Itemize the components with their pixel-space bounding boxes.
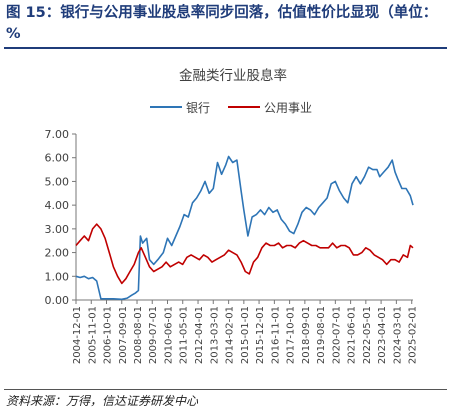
x-tick-label: 2017-10-01 — [286, 306, 297, 364]
series-line-bank — [75, 155, 414, 301]
figure-title: 图 15：银行与公用事业股息率同步回落，估值性价比显现（单位：% — [6, 5, 438, 42]
x-tick-label: 2025-02-01 — [408, 306, 419, 364]
x-tick-label: 2012-04-01 — [194, 306, 205, 364]
dividend-yield-chart: 金融类行业股息率 银行 公用事业 0.00 1.00 2.00 3.00 4.00 5.0… — [45, 67, 419, 364]
chart-title: 金融类行业股息率 — [179, 67, 287, 84]
x-tick-label: 2021-06-01 — [347, 306, 358, 364]
y-tick-label: 4.00 — [45, 199, 70, 212]
x-tick-label: 2004-12-01 — [72, 306, 83, 364]
x-tick-label: 2007-09-01 — [118, 306, 129, 364]
y-tick-label: 2.00 — [45, 247, 70, 260]
x-tick-label: 2011-05-01 — [179, 306, 190, 364]
legend-label-utility: 公用事业 — [264, 101, 312, 115]
y-tick-label: 7.00 — [45, 128, 70, 141]
x-tick-label: 2005-11-01 — [87, 306, 98, 364]
x-tick-label: 2023-04-01 — [377, 306, 388, 364]
y-tick-label: 0.00 — [45, 294, 70, 307]
x-tick-label: 2006-10-01 — [102, 306, 113, 364]
y-tick-label: 5.00 — [45, 175, 70, 188]
x-tick-label: 2016-11-01 — [270, 306, 281, 364]
x-tick-label: 2024-03-01 — [392, 306, 403, 364]
x-tick-label: 2020-07-01 — [331, 306, 342, 364]
x-tick-label: 2015-01-01 — [240, 306, 251, 364]
legend-label-bank: 银行 — [186, 101, 210, 115]
x-tick-label: 2014-02-01 — [225, 306, 236, 364]
source-note: 资料来源：万得，信达证券研发中心 — [6, 394, 199, 408]
series-line-utility — [75, 223, 414, 285]
chart-legend: 银行 公用事业 — [150, 101, 312, 115]
x-tick-label: 2010-06-01 — [164, 306, 175, 364]
title-divider — [4, 47, 447, 49]
series-lines — [75, 155, 414, 301]
x-tick-labels: 2004-12-01 2005-11-01 2006-10-01 2007-09-01… — [72, 300, 419, 364]
y-tick-labels: 0.00 1.00 2.00 3.00 4.00 5.00 6.00 7.00 — [45, 128, 76, 307]
x-tick-label: 2018-09-01 — [301, 306, 312, 364]
x-tick-label: 2009-07-01 — [148, 306, 159, 364]
x-tick-label: 2019-08-01 — [316, 306, 327, 364]
y-tick-label: 3.00 — [45, 223, 70, 236]
x-tick-label: 2015-12-01 — [255, 306, 266, 364]
source-divider — [4, 389, 447, 390]
x-tick-label: 2008-08-01 — [133, 306, 144, 364]
x-tick-label: 2022-05-01 — [362, 306, 373, 364]
x-tick-label: 2013-03-01 — [209, 306, 220, 364]
y-tick-label: 1.00 — [45, 270, 70, 283]
y-tick-label: 6.00 — [45, 152, 70, 165]
